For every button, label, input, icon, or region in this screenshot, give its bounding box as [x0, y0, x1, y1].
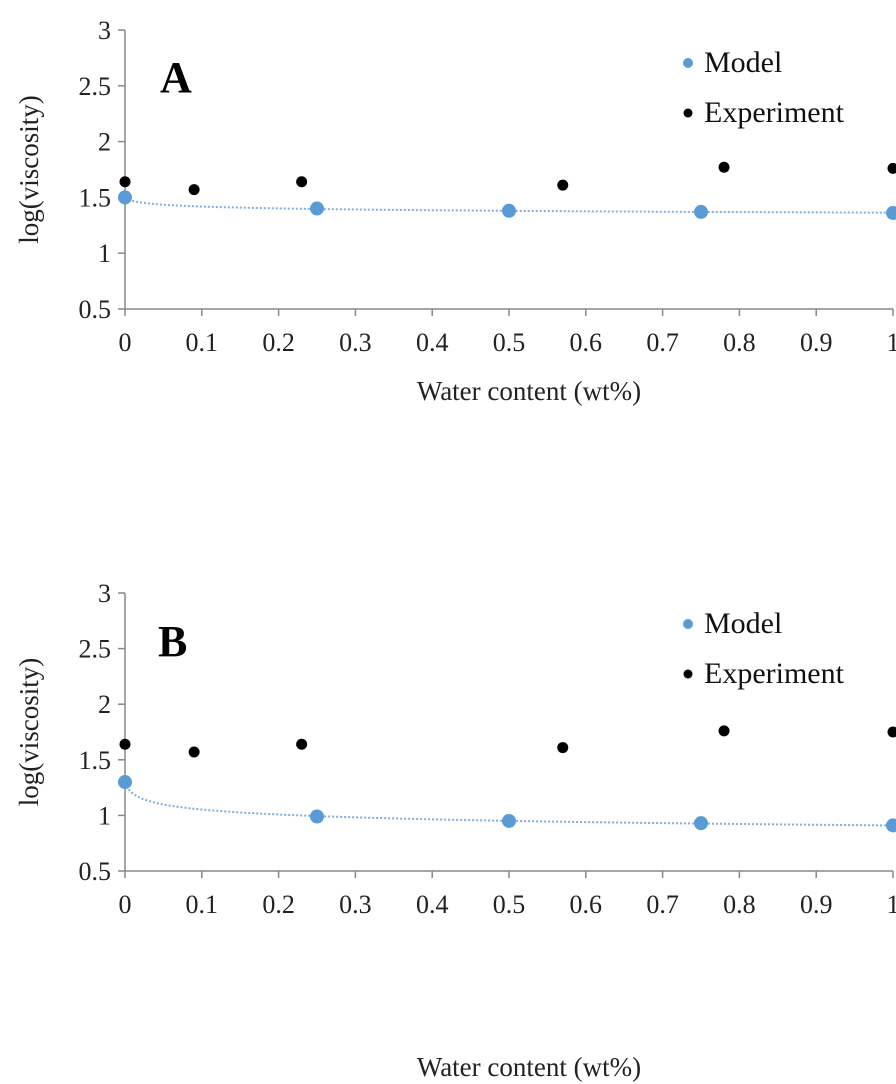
x-tick-label: 0.4	[416, 890, 449, 919]
y-tick-label: 3	[98, 579, 111, 608]
y-tick-label: 2	[98, 690, 111, 719]
y-axis-title: log(viscosity)	[14, 658, 44, 807]
x-axis-title: Water content (wt%)	[417, 376, 641, 406]
panel-label: A	[160, 53, 192, 102]
legend-label-model: Model	[704, 607, 782, 640]
x-tick-label: 0.3	[339, 328, 372, 357]
model-point	[694, 204, 708, 219]
x-tick-label: 0.2	[262, 328, 295, 357]
x-tick-label: 0.6	[570, 890, 603, 919]
model-point	[694, 816, 708, 831]
experiment-point	[557, 742, 569, 754]
y-tick-label: 1.5	[79, 746, 112, 775]
experiment-point	[188, 184, 200, 196]
x-tick-label: 0.2	[262, 890, 295, 919]
x-tick-label: 0.9	[800, 890, 833, 919]
x-tick-label: 0.1	[186, 890, 219, 919]
x-tick-label: 0.8	[723, 328, 756, 357]
model-point	[886, 818, 896, 833]
model-point	[118, 190, 132, 205]
y-tick-label: 1	[98, 801, 111, 830]
legend-marker-experiment	[683, 669, 693, 679]
experiment-point	[188, 746, 200, 758]
experiment-point	[718, 725, 730, 737]
chart-panel-b: 0 0.1 0.2 0.3 0.4 0.5 0.6 0.7 0.8 0.9 1 0.5 1 1.5 2 2.5…	[14, 579, 896, 1082]
legend-marker-model	[683, 619, 693, 629]
x-tick-label: 0.7	[646, 328, 679, 357]
x-axis-title: Water content (wt%)	[417, 1052, 641, 1082]
y-tick-label: 0.5	[79, 295, 112, 324]
model-point	[502, 203, 516, 218]
model-point	[118, 775, 132, 790]
y-tick-label: 1	[98, 239, 111, 268]
y-tick-label: 1.5	[79, 183, 112, 212]
experiment-point	[119, 738, 131, 750]
y-tick-label: 3	[98, 16, 111, 45]
y-tick-label: 2.5	[79, 72, 112, 101]
x-tick-label: 0	[119, 890, 132, 919]
experiment-point	[296, 176, 308, 188]
legend-label-model: Model	[704, 46, 782, 79]
y-tick-label: 0.5	[79, 857, 112, 886]
model-point	[502, 813, 516, 828]
legend-label-experiment: Experiment	[704, 657, 845, 690]
x-tick-label: 0.5	[493, 890, 526, 919]
experiment-point	[557, 179, 569, 191]
x-tick-label: 0.7	[646, 890, 679, 919]
experiment-point	[718, 161, 730, 173]
x-tick-label: 0.9	[800, 328, 833, 357]
x-tick-label: 1	[887, 890, 896, 919]
experiment-point	[887, 726, 896, 738]
model-point	[310, 809, 324, 824]
x-tick-label: 0	[119, 328, 132, 357]
x-tick-label: 0.4	[416, 328, 449, 357]
x-tick-label: 1	[887, 328, 896, 357]
x-tick-label: 0.3	[339, 890, 372, 919]
x-tick-label: 0.1	[186, 328, 219, 357]
legend-marker-model	[683, 58, 693, 68]
panel-label: B	[158, 617, 187, 666]
model-point	[886, 206, 896, 221]
y-tick-label: 2	[98, 128, 111, 157]
experiment-point	[296, 738, 308, 750]
x-tick-label: 0.5	[493, 328, 526, 357]
x-tick-label: 0.8	[723, 890, 756, 919]
x-tick-label: 0.6	[570, 328, 603, 357]
experiment-point	[119, 176, 131, 188]
legend-marker-experiment	[683, 108, 693, 118]
experiment-point	[887, 162, 896, 174]
legend-label-experiment: Experiment	[704, 96, 845, 129]
model-point	[310, 201, 324, 216]
chart-panel-a: 0 0.1 0.2 0.3 0.4 0.5 0.6 0.7 0.8 0.9 1 0.5 1 1.5 2 2.5…	[14, 16, 896, 406]
y-axis-title: log(viscosity)	[14, 95, 44, 244]
y-tick-label: 2.5	[79, 635, 112, 664]
